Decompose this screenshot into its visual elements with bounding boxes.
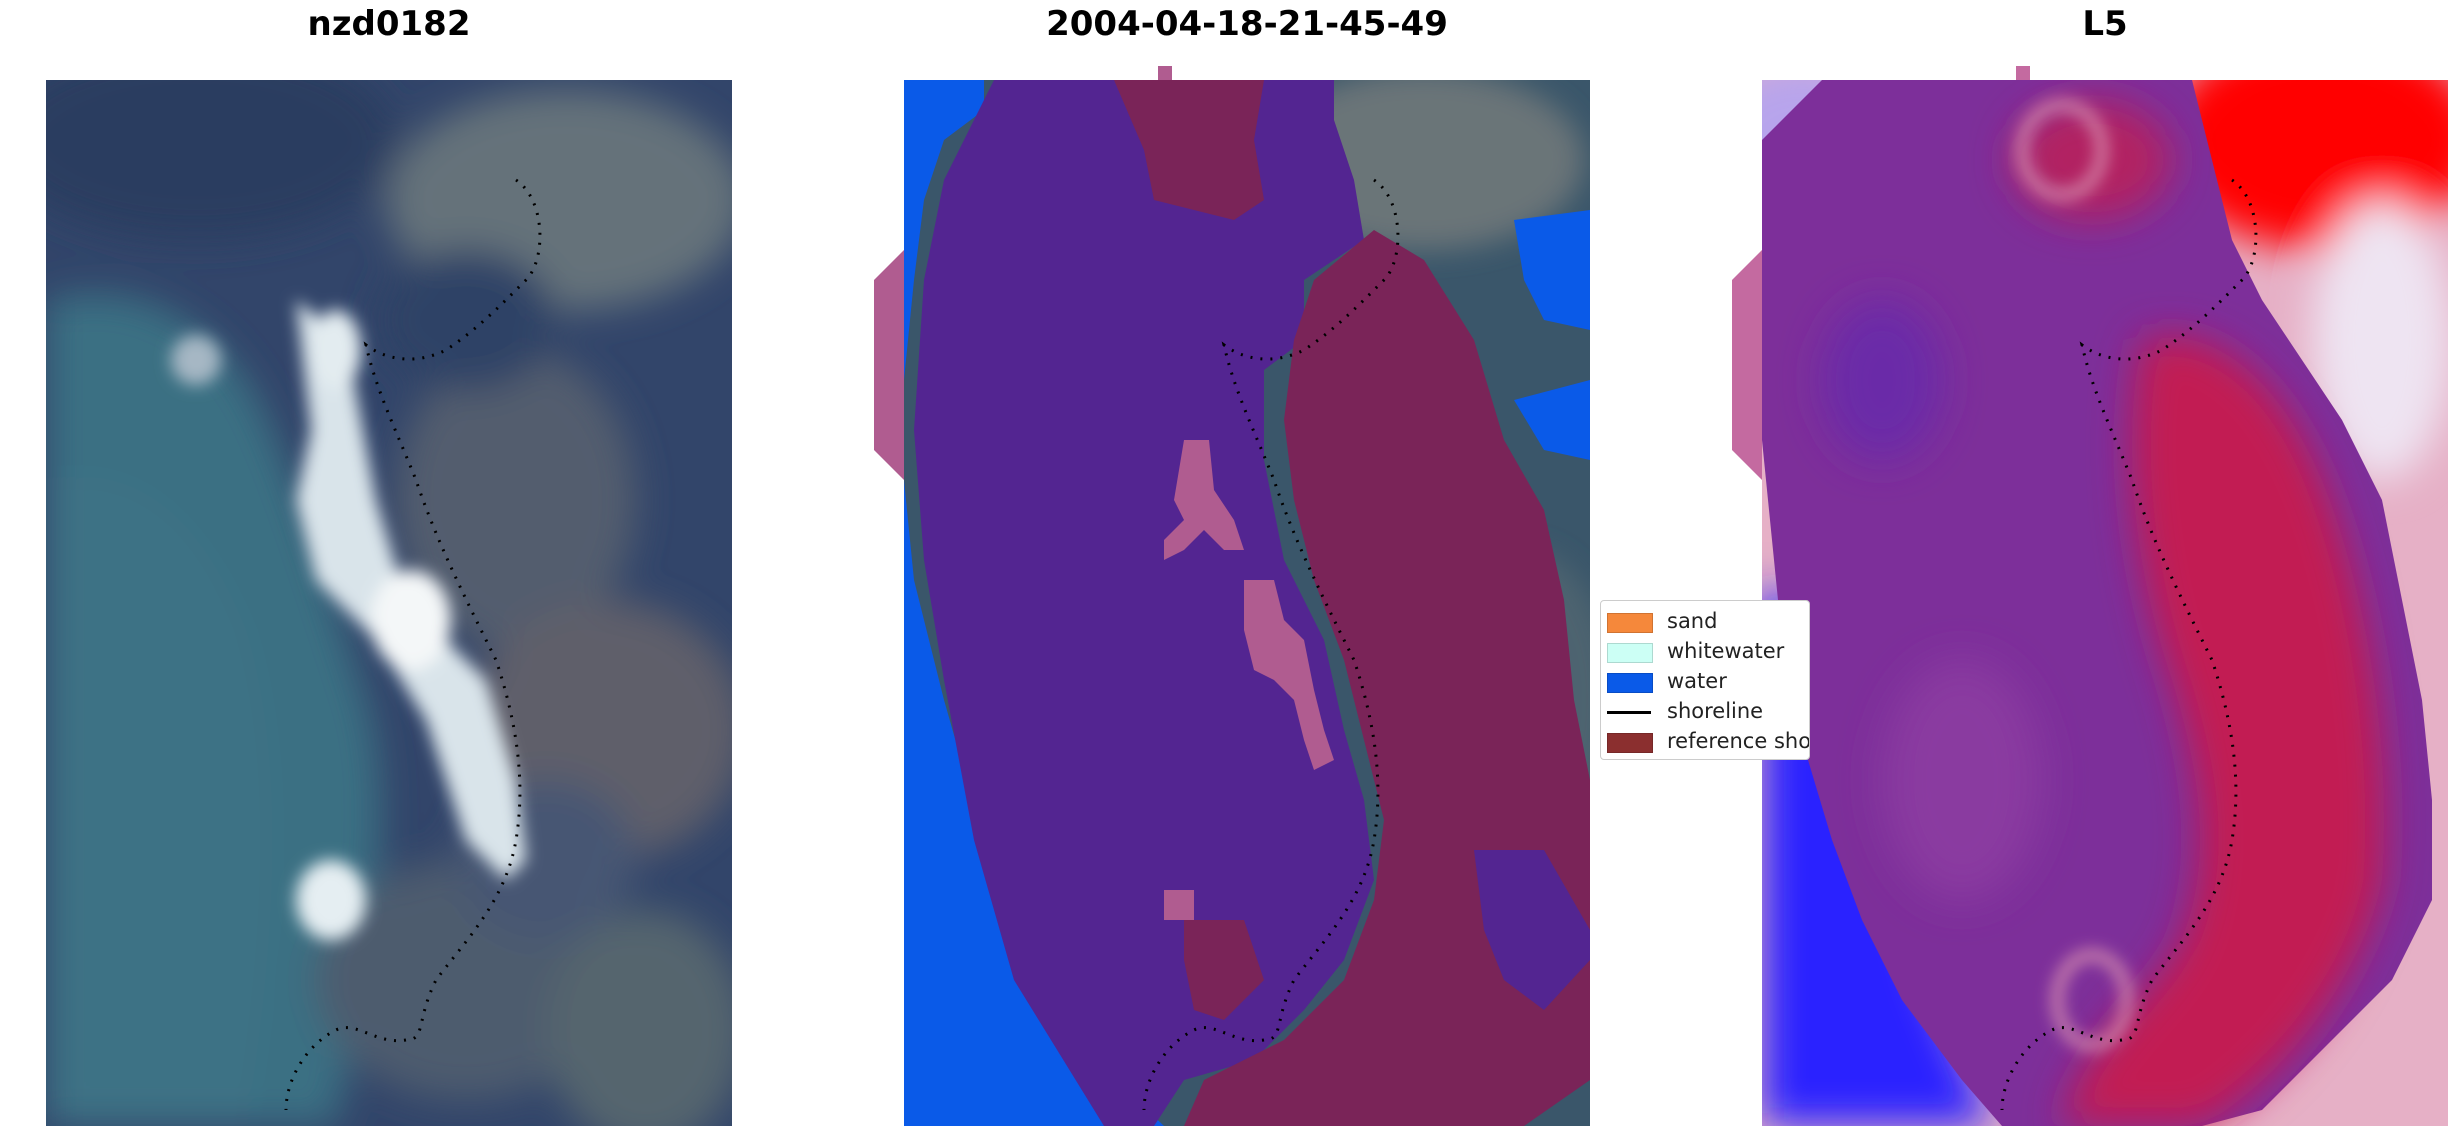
panel-title-1: nzd0182 <box>307 4 471 44</box>
legend-item-whitewater: whitewater <box>1607 637 1809 667</box>
legend-label-shoreline: shoreline <box>1667 699 1764 723</box>
index-image <box>1732 66 2448 1126</box>
shoreline-line <box>1142 178 1400 1111</box>
legend-item-water: water <box>1607 667 1809 697</box>
legend-label-sand: sand <box>1667 609 1718 633</box>
legend-swatch-sand <box>1607 613 1653 633</box>
legend-label-whitewater: whitewater <box>1667 639 1785 663</box>
panel-title-3: L5 <box>2082 4 2128 44</box>
legend-swatch-reference-shoreline <box>1607 733 1653 753</box>
legend-swatch-whitewater <box>1607 643 1653 663</box>
rgb-image <box>46 80 732 1126</box>
legend-label-reference-shoreline: reference shoreline <box>1667 729 1810 753</box>
shoreline-line <box>284 178 542 1111</box>
legend: sand whitewater water shoreline referenc… <box>1600 600 1810 760</box>
shoreline-line <box>2000 178 2258 1111</box>
index-panel <box>1732 66 2448 1126</box>
legend-swatch-water <box>1607 673 1653 693</box>
legend-line-shoreline <box>1607 711 1651 714</box>
legend-label-water: water <box>1667 669 1727 693</box>
legend-item-reference-shoreline: reference shoreline <box>1607 727 1809 757</box>
classification-panel <box>874 66 1590 1126</box>
panel-title-2: 2004-04-18-21-45-49 <box>1046 4 1448 44</box>
legend-item-shoreline: shoreline <box>1607 697 1809 727</box>
legend-item-sand: sand <box>1607 607 1809 637</box>
rgb-image-panel <box>46 80 732 1126</box>
classification-image <box>874 66 1590 1126</box>
